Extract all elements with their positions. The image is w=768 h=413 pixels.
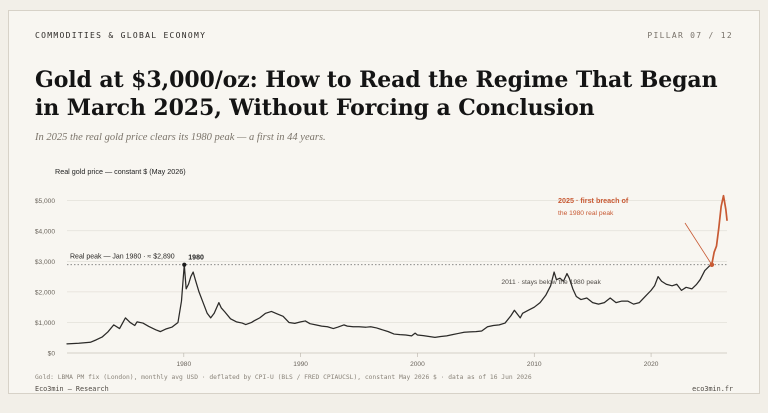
chart-container: Real gold price — constant $ (May 2026) … [9, 157, 761, 371]
x-tick-label: 2020 [644, 361, 659, 368]
footer-site: eco3min.fr [692, 385, 733, 393]
y-tick-label: $2,000 [35, 289, 56, 296]
x-tick-label: 2010 [527, 361, 542, 368]
y-tick-label: $3,000 [35, 259, 56, 266]
gold-series-line [66, 263, 713, 345]
gold-breakout-line [710, 194, 728, 266]
annotation-2011: 2011 · stays below the 1980 peak [501, 279, 601, 286]
page-subtitle: In 2025 the real gold price clears its 1… [35, 132, 326, 143]
pillar-label: PILLAR 07 / 12 [647, 30, 733, 40]
x-axis: 1980 1990 2000 2010 2020 [176, 353, 659, 368]
x-tick-label: 1980 [176, 361, 191, 368]
report-card: COMMODITIES & GLOBAL ECONOMY PILLAR 07 /… [8, 10, 760, 394]
page-title: Gold at $3,000/oz: How to Read the Regim… [35, 67, 718, 121]
breach-point [709, 262, 715, 268]
peak-year-label: 1980 [188, 255, 204, 262]
reference-layer: Real peak — Jan 1980 · ≈ $2,890 [67, 254, 727, 266]
y-tick-label: $0 [48, 351, 56, 358]
x-tick-label: 1990 [293, 361, 308, 368]
series-layer [66, 194, 728, 345]
y-axis-title: Real gold price — constant $ (May 2026) [55, 167, 186, 176]
footer-brand: Eco3min — Research [35, 385, 109, 393]
annotation-2025-line1: 2025 · first breach of [558, 196, 629, 205]
peak-point [182, 262, 187, 267]
y-tick-label: $1,000 [35, 320, 56, 327]
gold-chart: Real gold price — constant $ (May 2026) … [35, 167, 728, 368]
reference-label: Real peak — Jan 1980 · ≈ $2,890 [70, 254, 175, 261]
section-label: COMMODITIES & GLOBAL ECONOMY [35, 30, 207, 40]
y-tick-label: $4,000 [35, 228, 56, 235]
annotation-layer: 1980 2011 · stays below the 1980 peak 2025… [182, 196, 715, 286]
y-grid: $0 $1,000 $2,000 $3,000 $4,000 $5,000 [35, 198, 727, 358]
y-tick-label: $5,000 [35, 198, 56, 205]
source-note: Gold: LBMA PM fix (London), monthly avg … [35, 374, 532, 381]
annotation-leader [684, 222, 713, 265]
x-tick-label: 2000 [410, 361, 425, 368]
header-row: COMMODITIES & GLOBAL ECONOMY PILLAR 07 /… [35, 28, 733, 42]
annotation-2025-line2: the 1980 real peak [558, 210, 614, 217]
